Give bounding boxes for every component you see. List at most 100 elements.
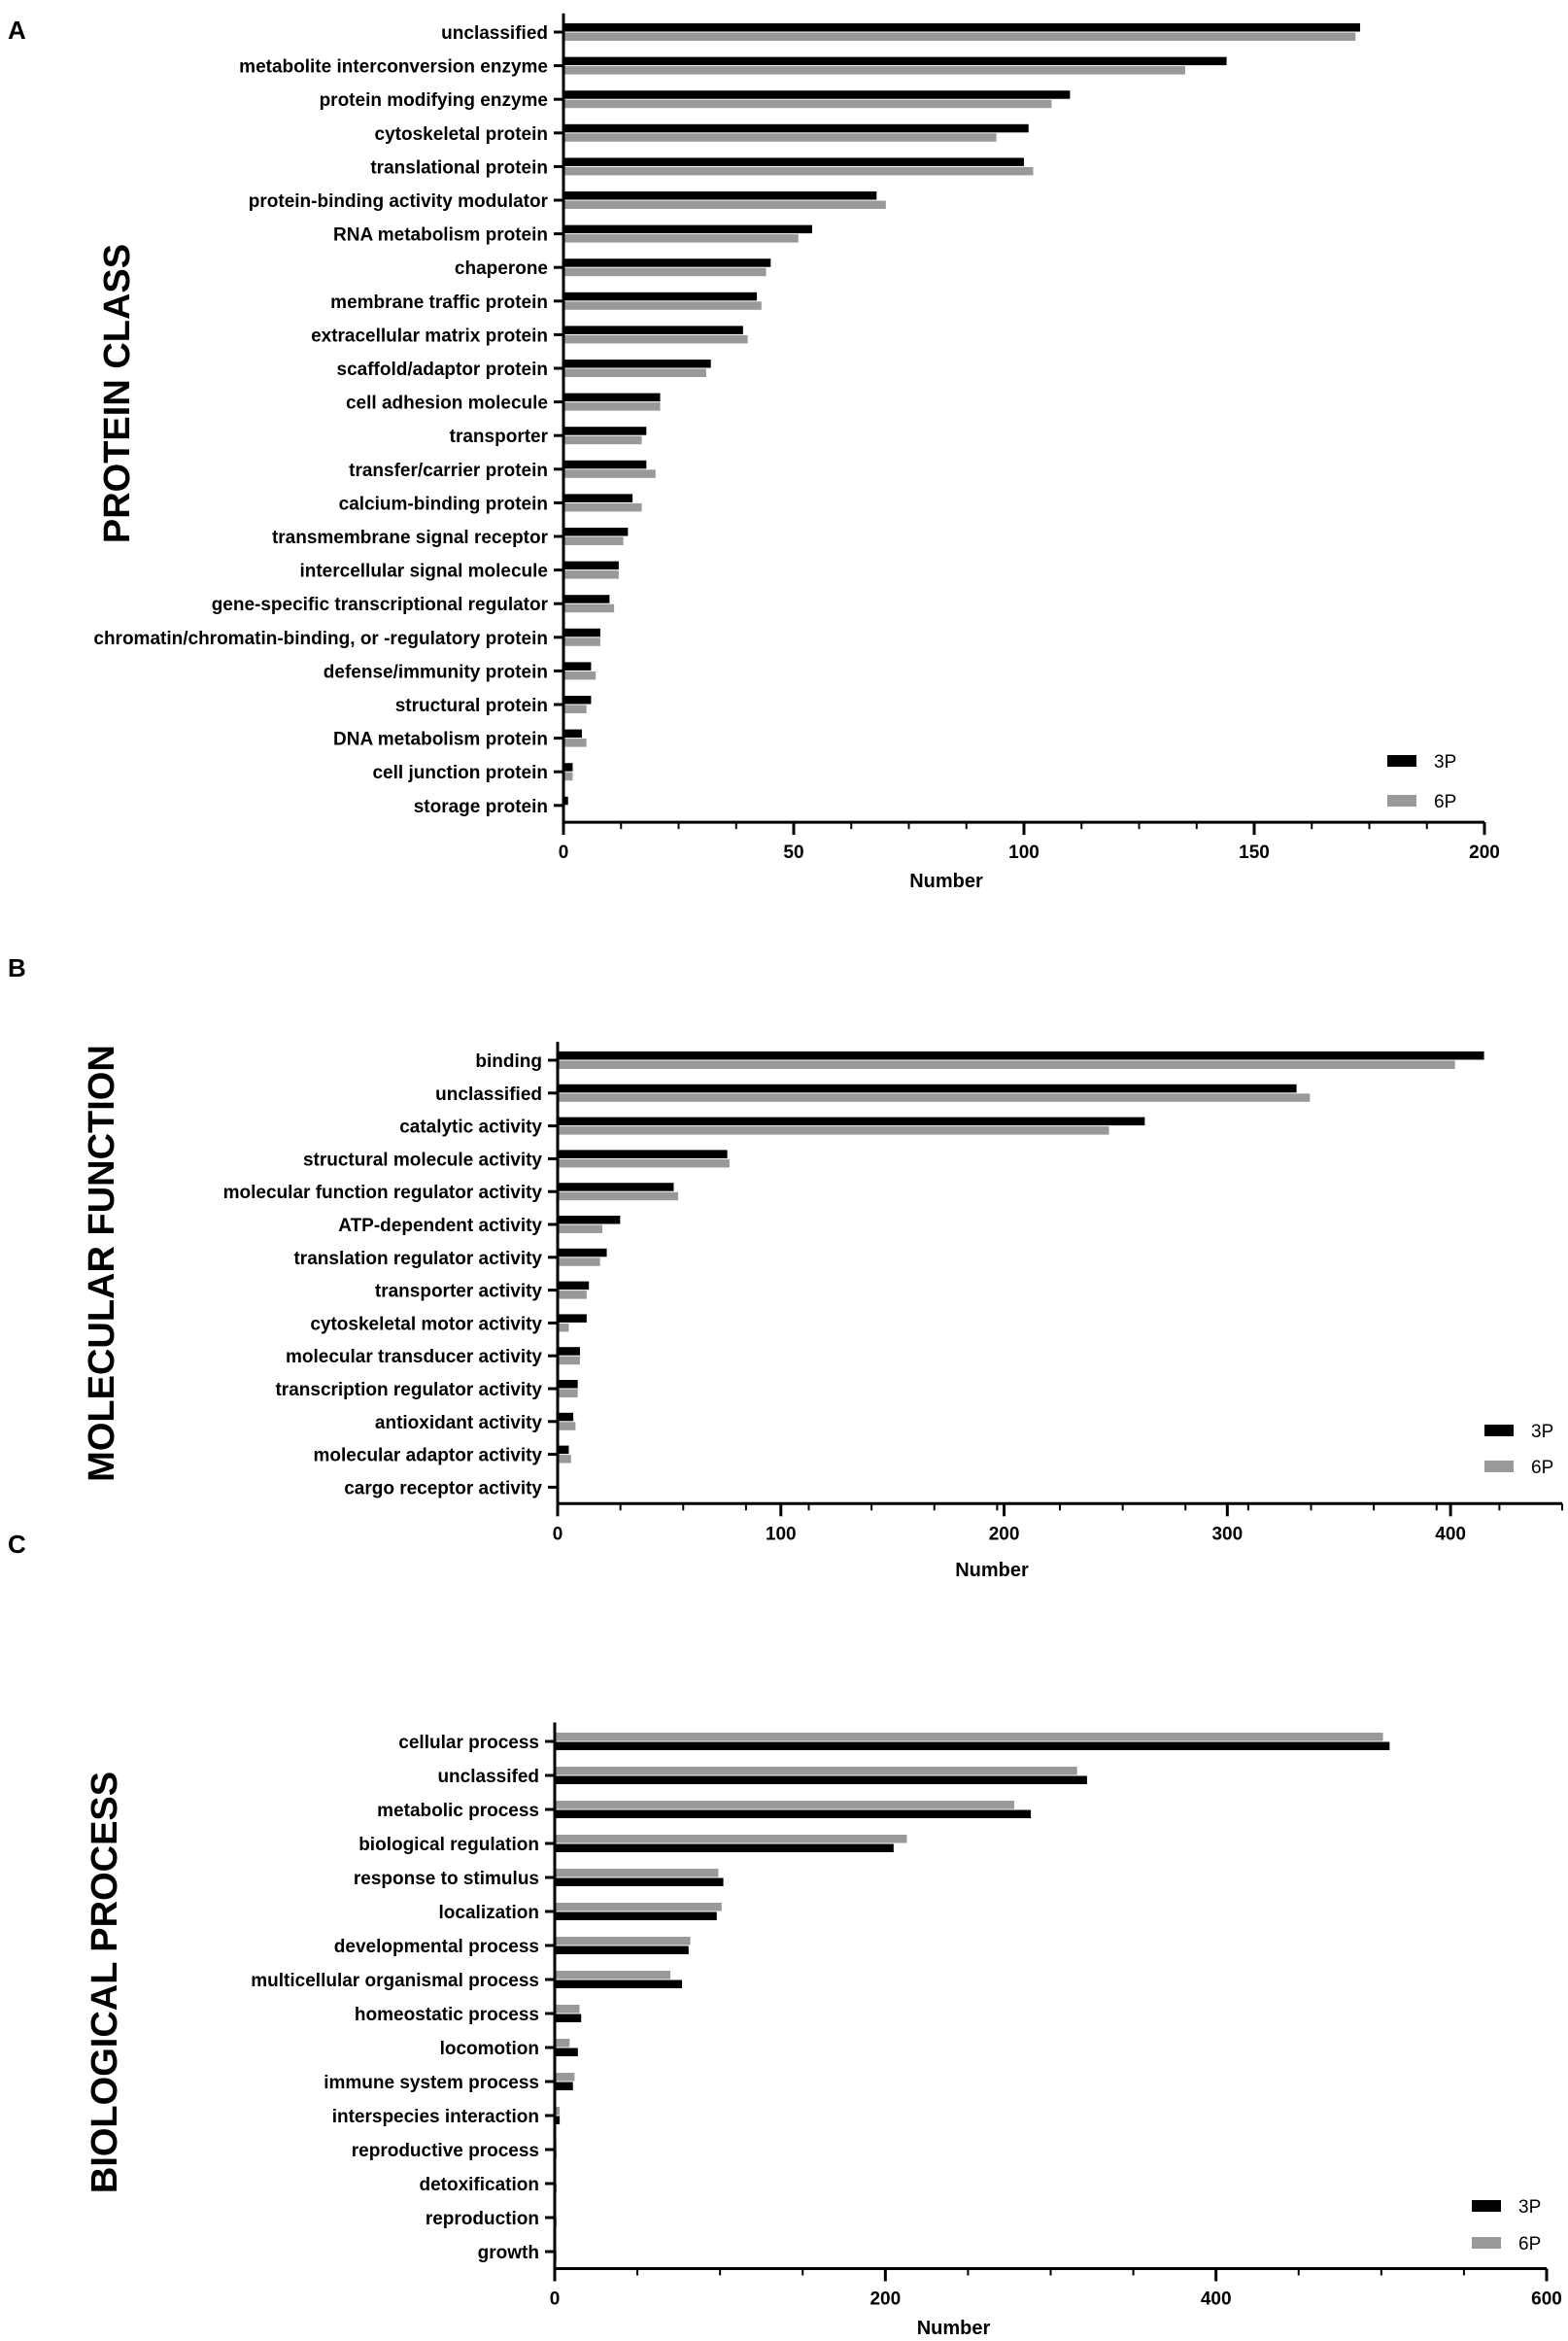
category-label: localization [439, 1903, 539, 1923]
category-label: calcium-binding protein [339, 494, 548, 514]
bar-6p-2 [563, 99, 1052, 109]
bar-3p-12 [563, 427, 647, 435]
category-label: unclassifed [437, 1767, 539, 1787]
category-label: intercellular signal molecule [299, 562, 548, 582]
category-label: homeostatic process [355, 2005, 539, 2025]
bar-6p-0 [558, 1060, 1455, 1069]
category-label: multicellular organismal process [251, 1971, 539, 1991]
bar-6p-1 [558, 1093, 1311, 1102]
bar-3p-6 [558, 1248, 607, 1257]
bar-3p-12 [558, 1445, 569, 1455]
x-axis-title: Number [955, 1560, 1029, 1581]
legend-label-3p: 3P [1518, 2197, 1541, 2218]
bar-3p-22 [563, 763, 573, 772]
bar-6p-7 [555, 1971, 671, 1980]
x-tick-label: 200 [1469, 843, 1500, 863]
category-label: catalytic activity [399, 1118, 542, 1138]
category-label: metabolic process [377, 1801, 539, 1821]
bar-6p-8 [558, 1323, 569, 1332]
bar-3p-19 [563, 662, 592, 671]
bar-6p-8 [563, 301, 762, 310]
bar-3p-11 [563, 393, 661, 402]
bar-6p-10 [558, 1389, 578, 1397]
category-label: ATP-dependent activity [338, 1216, 542, 1236]
x-tick-label: 200 [989, 1524, 1020, 1544]
bar-6p-6 [563, 234, 799, 243]
category-label: interspecies interaction [332, 2107, 539, 2127]
bar-6p-3 [558, 1158, 730, 1168]
x-axis-title: Number [909, 871, 983, 892]
bar-6p-22 [563, 772, 573, 781]
category-label: locomotion [440, 2039, 539, 2059]
category-label: cell junction protein [372, 763, 548, 783]
bar-6p-19 [563, 671, 597, 680]
bar-3p-3 [563, 123, 1029, 133]
bar-3p-2 [563, 90, 1071, 99]
y-axis-title: PROTEIN CLASS [97, 244, 138, 543]
bar-6p-10 [563, 368, 706, 377]
bar-3p-8 [555, 2014, 582, 2022]
legend-swatch-6p [1472, 2237, 1501, 2249]
x-tick-label: 100 [766, 1524, 797, 1544]
chart-panel-b: B MOLECULAR FUNCTION binding unclassified ca… [8, 953, 1563, 1581]
bar-3p-6 [555, 1945, 689, 1954]
bar-6p-12 [563, 435, 642, 445]
x-tick-label: 0 [553, 1524, 563, 1544]
bar-3p-3 [558, 1150, 728, 1158]
bar-3p-3 [555, 1843, 894, 1852]
bar-6p-1 [563, 66, 1185, 75]
bar-6p-6 [555, 1937, 691, 1945]
category-label: unclassified [441, 23, 548, 44]
bar-6p-9 [555, 2039, 570, 2048]
category-label: molecular adaptor activity [314, 1446, 543, 1466]
category-label: metabolite interconversion enzyme [239, 57, 548, 78]
category-label: transcription regulator activity [275, 1380, 542, 1400]
category-label: translational protein [370, 157, 548, 178]
bar-3p-15 [563, 528, 629, 536]
bar-3p-8 [563, 292, 758, 301]
category-label: cytoskeletal protein [375, 124, 548, 145]
category-label: developmental process [334, 1937, 539, 1957]
bar-3p-5 [558, 1216, 621, 1224]
category-label: antioxidant activity [375, 1413, 543, 1433]
bar-3p-6 [563, 224, 812, 234]
category-label: transfer/carrier protein [349, 461, 548, 481]
bar-6p-4 [563, 166, 1034, 176]
category-label: scaffold/adaptor protein [337, 360, 548, 380]
bar-3p-0 [555, 1741, 1390, 1750]
bar-3p-1 [558, 1084, 1297, 1093]
y-axis-title: BIOLOGICAL PROCESS [85, 1772, 125, 2193]
bar-6p-11 [563, 402, 661, 411]
bar-6p-18 [563, 637, 600, 646]
category-label: membrane traffic protein [330, 293, 548, 313]
category-label: binding [475, 1051, 542, 1072]
bar-6p-0 [563, 32, 1356, 41]
bar-3p-21 [563, 729, 582, 739]
panel-letter-a: A [8, 16, 26, 45]
panel-letter-b: B [8, 953, 26, 982]
category-label: cytoskeletal motor activity [310, 1314, 542, 1334]
category-label: unclassified [435, 1084, 542, 1105]
x-tick-label: 50 [783, 843, 803, 863]
category-label: protein-binding activity modulator [249, 191, 549, 212]
bar-6p-2 [555, 1801, 1015, 1809]
bar-6p-9 [563, 334, 748, 344]
legend-label-3p: 3P [1434, 752, 1456, 773]
bar-3p-7 [563, 258, 771, 267]
category-label: detoxification [419, 2175, 539, 2195]
x-axis-title: Number [917, 2318, 991, 2339]
bar-3p-0 [558, 1051, 1484, 1060]
bar-6p-6 [558, 1257, 600, 1266]
bar-6p-4 [558, 1191, 679, 1201]
x-tick-label: 600 [1531, 2289, 1562, 2310]
legend-label-3p: 3P [1531, 1422, 1553, 1442]
bar-6p-17 [563, 603, 615, 613]
bar-3p-7 [555, 1980, 683, 1988]
category-label: protein modifying enzyme [320, 90, 548, 111]
bar-3p-11 [555, 2116, 561, 2124]
bar-6p-10 [555, 2073, 575, 2082]
bar-3p-4 [558, 1183, 674, 1191]
category-label: defense/immunity protein [324, 662, 548, 682]
bar-3p-1 [563, 56, 1227, 66]
